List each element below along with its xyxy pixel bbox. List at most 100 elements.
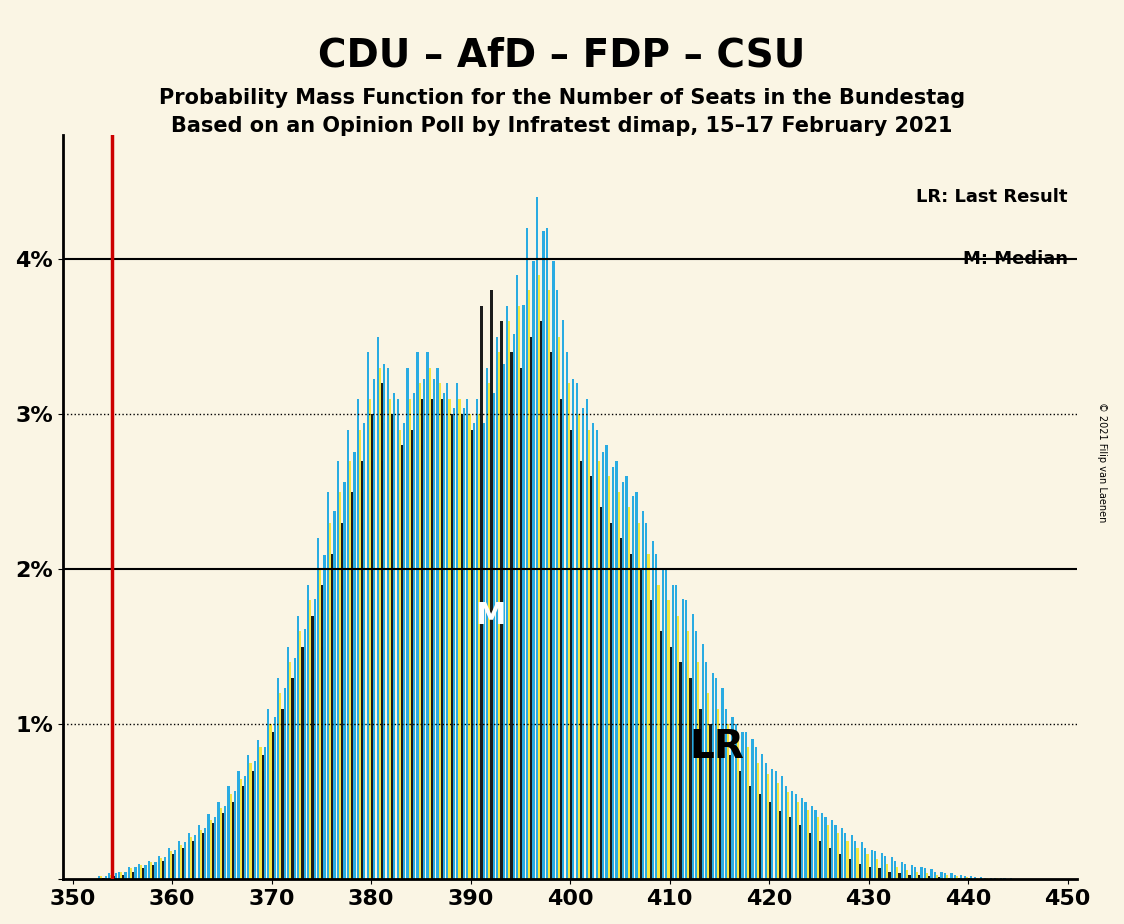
- Bar: [416, 352, 418, 880]
- Bar: [502, 364, 505, 880]
- Bar: [337, 461, 339, 880]
- Bar: [769, 802, 771, 880]
- Bar: [120, 871, 123, 880]
- Bar: [906, 870, 908, 880]
- Bar: [771, 769, 773, 880]
- Bar: [824, 817, 826, 880]
- Bar: [278, 677, 279, 880]
- Bar: [879, 869, 881, 880]
- Bar: [826, 825, 828, 880]
- Bar: [986, 878, 988, 880]
- Bar: [799, 825, 801, 880]
- Bar: [960, 875, 962, 880]
- Bar: [526, 228, 528, 880]
- Bar: [711, 673, 714, 880]
- Bar: [966, 877, 968, 880]
- Bar: [608, 476, 610, 880]
- Bar: [102, 878, 105, 880]
- Text: LR: Last Result: LR: Last Result: [916, 188, 1068, 206]
- Bar: [219, 808, 221, 880]
- Bar: [303, 629, 306, 880]
- Bar: [797, 802, 799, 880]
- Bar: [856, 848, 859, 880]
- Bar: [742, 732, 744, 880]
- Bar: [184, 843, 187, 880]
- Bar: [580, 461, 582, 880]
- Bar: [602, 452, 605, 880]
- Bar: [130, 869, 133, 880]
- Bar: [550, 352, 552, 880]
- Bar: [949, 878, 950, 880]
- Bar: [144, 865, 146, 880]
- Bar: [152, 865, 154, 880]
- Bar: [839, 855, 841, 880]
- Bar: [894, 860, 896, 880]
- Bar: [297, 615, 299, 880]
- Bar: [854, 841, 856, 880]
- Bar: [413, 394, 415, 880]
- Bar: [617, 492, 619, 880]
- Bar: [190, 837, 192, 880]
- Bar: [931, 869, 933, 880]
- Bar: [339, 492, 342, 880]
- Bar: [347, 430, 348, 880]
- Bar: [707, 693, 709, 880]
- Bar: [257, 740, 260, 880]
- Bar: [756, 763, 759, 880]
- Bar: [849, 859, 851, 880]
- Bar: [900, 861, 903, 880]
- Bar: [795, 794, 797, 880]
- Bar: [859, 864, 861, 880]
- Bar: [749, 786, 751, 880]
- Bar: [805, 802, 807, 880]
- Bar: [944, 873, 946, 880]
- Bar: [687, 631, 689, 880]
- Bar: [371, 414, 373, 880]
- Bar: [701, 644, 704, 880]
- Bar: [208, 814, 210, 880]
- Bar: [162, 860, 164, 880]
- Bar: [968, 879, 970, 880]
- Bar: [353, 452, 355, 880]
- Text: Based on an Opinion Poll by Infratest dimap, 15–17 February 2021: Based on an Opinion Poll by Infratest di…: [171, 116, 953, 136]
- Bar: [448, 398, 451, 880]
- Bar: [908, 875, 910, 880]
- Bar: [307, 585, 309, 880]
- Bar: [722, 687, 724, 880]
- Bar: [996, 879, 998, 880]
- Bar: [596, 430, 598, 880]
- Bar: [984, 878, 986, 880]
- Bar: [480, 306, 482, 880]
- Bar: [157, 856, 160, 880]
- Bar: [994, 878, 996, 880]
- Bar: [828, 848, 831, 880]
- Bar: [513, 334, 515, 880]
- Bar: [1000, 878, 1003, 880]
- Bar: [366, 352, 369, 880]
- Bar: [510, 352, 513, 880]
- Text: CDU – AfD – FDP – CSU: CDU – AfD – FDP – CSU: [318, 37, 806, 75]
- Bar: [482, 422, 484, 880]
- Bar: [896, 867, 898, 880]
- Bar: [785, 786, 787, 880]
- Bar: [715, 677, 717, 880]
- Bar: [268, 709, 270, 880]
- Bar: [289, 663, 291, 880]
- Bar: [801, 798, 804, 880]
- Bar: [200, 830, 202, 880]
- Bar: [836, 833, 839, 880]
- Text: © 2021 Filip van Laenen: © 2021 Filip van Laenen: [1097, 402, 1107, 522]
- Bar: [898, 873, 900, 880]
- Bar: [167, 848, 170, 880]
- Bar: [846, 841, 849, 880]
- Bar: [348, 461, 351, 880]
- Bar: [665, 569, 668, 880]
- Bar: [627, 507, 629, 880]
- Bar: [443, 394, 445, 880]
- Bar: [729, 755, 732, 880]
- Bar: [244, 776, 246, 880]
- Bar: [430, 398, 433, 880]
- Bar: [910, 865, 913, 880]
- Bar: [881, 853, 882, 880]
- Bar: [699, 709, 701, 880]
